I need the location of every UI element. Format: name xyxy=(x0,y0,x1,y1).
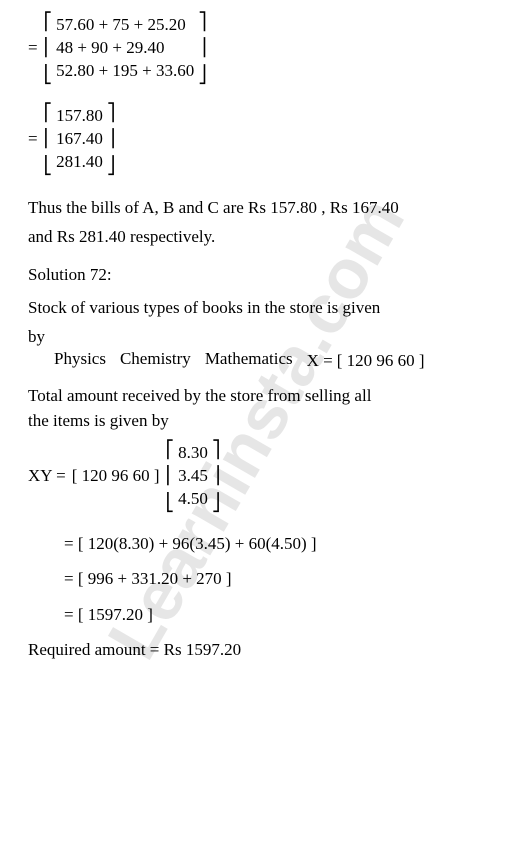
matrix-row: 3.45 xyxy=(178,465,208,488)
matrix-sum-expanded: = ⎢ 57.60 + 75 + 25.20 48 + 90 + 29.40 5… xyxy=(28,12,493,85)
xy-product: XY = [ 120 96 60 ] ⎢ 8.30 3.45 4.50 ⎥ xyxy=(28,440,493,513)
xy-label: XY = xyxy=(28,466,66,486)
equals-sign: = xyxy=(28,129,38,149)
expr-body: [ 1597.20 ] xyxy=(78,605,153,624)
text-line: by xyxy=(28,327,45,347)
equals-sign: = xyxy=(28,38,38,58)
matrix-sum-result: = ⎢ 157.80 167.40 281.40 ⎥ xyxy=(28,103,493,176)
expr-body: [ 120(8.30) + 96(3.45) + 60(4.50) ] xyxy=(78,534,317,553)
calc-step-1: = [ 120(8.30) + 96(3.45) + 60(4.50) ] xyxy=(64,531,493,557)
matrix-row: 157.80 xyxy=(56,105,103,128)
matrix-row: 167.40 xyxy=(56,128,103,151)
text-line: Total amount received by the store from … xyxy=(28,383,493,409)
conclusion-bills: Thus the bills of A, B and C are Rs 157.… xyxy=(28,194,493,252)
x-equals-label: X = xyxy=(307,351,333,371)
subject-physics: Physics xyxy=(54,349,106,369)
text-line: the items is given by xyxy=(28,408,493,434)
matrix-row: 57.60 + 75 + 25.20 xyxy=(56,14,194,37)
required-amount: Required amount = Rs 1597.20 xyxy=(28,637,493,663)
calc-step-3: = [ 1597.20 ] xyxy=(64,602,493,628)
stock-by-row: by xyxy=(28,327,493,347)
matrix-row: 8.30 xyxy=(178,442,208,465)
text-line: and Rs 281.40 respectively. xyxy=(28,223,493,252)
calc-step-2: = [ 996 + 331.20 + 270 ] xyxy=(64,566,493,592)
subject-chemistry: Chemistry xyxy=(120,349,191,369)
equals-sign: = xyxy=(64,534,74,553)
xy-row-matrix: [ 120 96 60 ] xyxy=(72,466,160,486)
matrix-rows: 157.80 167.40 281.40 xyxy=(52,103,107,176)
solution-heading: Solution 72: xyxy=(28,265,493,285)
equals-sign: = xyxy=(64,569,74,588)
right-bracket-icon: ⎥ xyxy=(107,103,116,176)
matrix-row: 48 + 90 + 29.40 xyxy=(56,37,194,60)
right-bracket-icon: ⎥ xyxy=(198,12,207,85)
matrix-row: 52.80 + 195 + 33.60 xyxy=(56,60,194,83)
text-line: Stock of various types of books in the s… xyxy=(28,298,380,317)
text-line: Thus the bills of A, B and C are Rs 157.… xyxy=(28,194,493,223)
stock-intro: Stock of various types of books in the s… xyxy=(28,295,493,321)
equals-sign: = xyxy=(64,605,74,624)
left-bracket-icon: ⎢ xyxy=(44,12,53,85)
right-bracket-icon: ⎥ xyxy=(212,440,221,513)
subjects-row: Physics Chemistry Mathematics X = [ 120 … xyxy=(28,347,493,375)
x-row-matrix: [ 120 96 60 ] xyxy=(337,351,425,371)
left-bracket-icon: ⎢ xyxy=(166,440,175,513)
total-intro: Total amount received by the store from … xyxy=(28,383,493,434)
subject-mathematics: Mathematics xyxy=(205,349,293,369)
expr-body: [ 996 + 331.20 + 270 ] xyxy=(78,569,232,588)
left-bracket-icon: ⎢ xyxy=(44,103,53,176)
matrix-rows: 57.60 + 75 + 25.20 48 + 90 + 29.40 52.80… xyxy=(52,12,198,85)
matrix-row: 281.40 xyxy=(56,151,103,174)
matrix-row: 4.50 xyxy=(178,488,208,511)
page-content: = ⎢ 57.60 + 75 + 25.20 48 + 90 + 29.40 5… xyxy=(0,0,511,681)
y-column: 8.30 3.45 4.50 xyxy=(174,440,212,513)
